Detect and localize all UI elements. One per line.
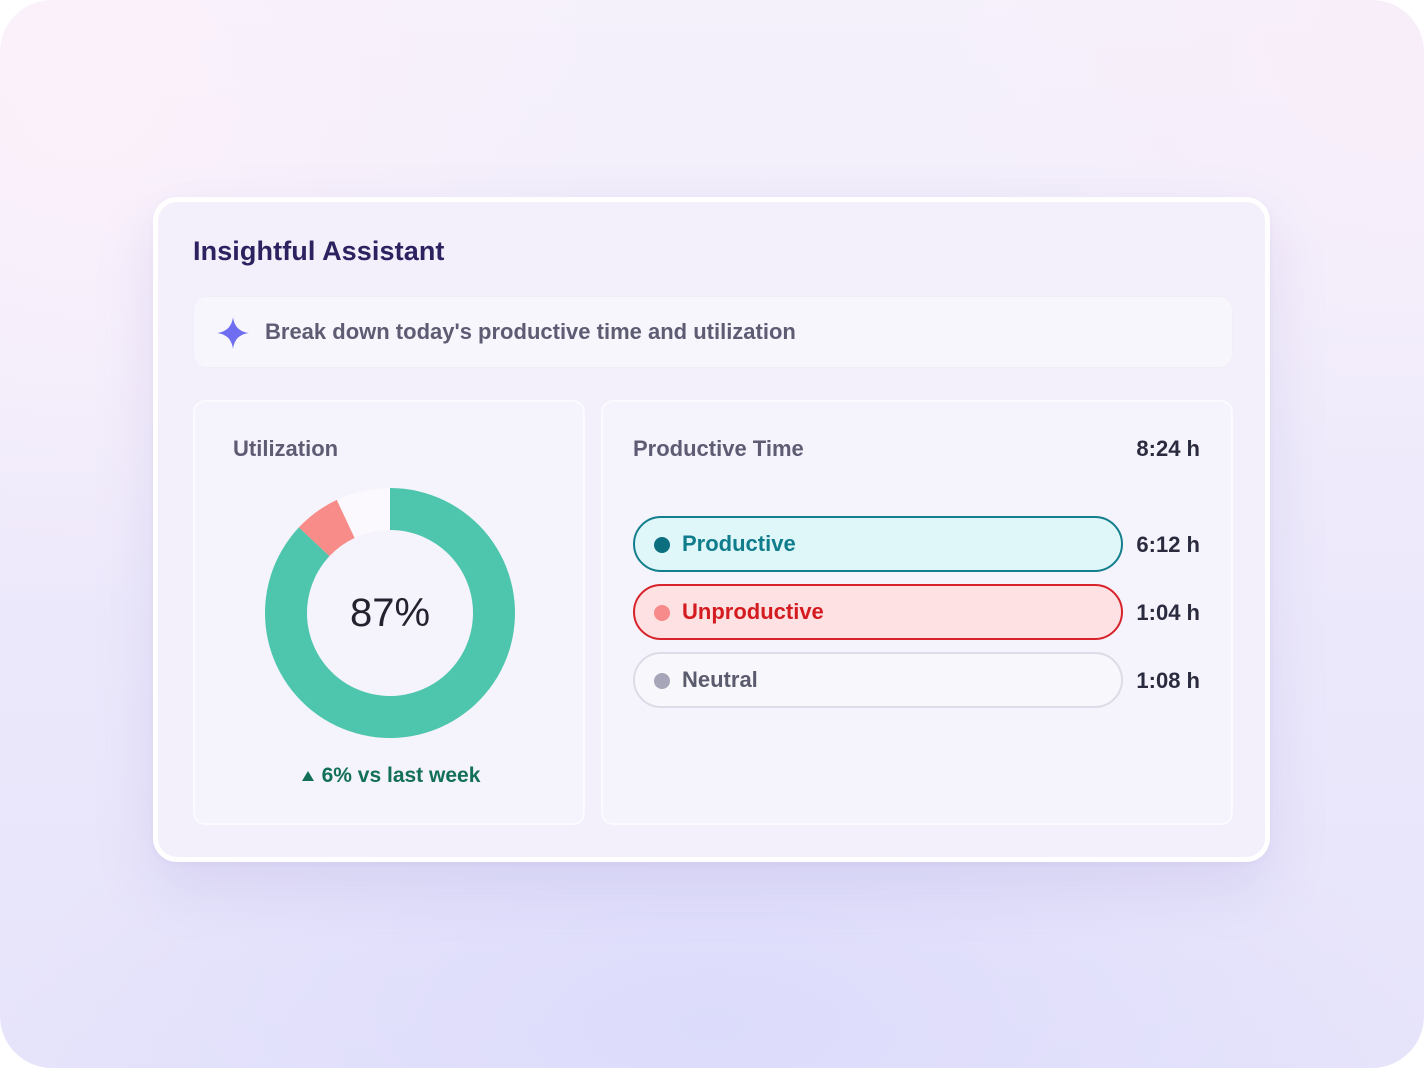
productive-time-panel: Productive Time 8:24 h Productive 6:12 h… — [601, 400, 1233, 825]
triangle-up-icon — [301, 771, 314, 781]
category-value-productive: 6:12 h — [1136, 532, 1200, 557]
donut-slice-neutral — [336, 488, 390, 538]
card-title: Insightful Assistant — [193, 236, 445, 266]
category-label-neutral: Neutral — [682, 667, 758, 692]
utilization-panel: Utilization 87% 6% vs last week — [193, 400, 585, 825]
category-pill-productive[interactable]: Productive — [633, 516, 1123, 572]
donut-slice-unproductive — [298, 499, 355, 557]
utilization-trend: 6% vs last week — [195, 764, 587, 788]
category-label-productive: Productive — [682, 531, 796, 556]
productive-dot-icon — [654, 537, 670, 553]
unproductive-dot-icon — [654, 605, 670, 621]
category-value-neutral: 1:08 h — [1136, 668, 1200, 693]
donut-slice-productive — [265, 488, 515, 738]
productive-time-title: Productive Time — [633, 436, 804, 461]
productive-time-total: 8:24 h — [1136, 436, 1200, 461]
sparkle-icon — [217, 317, 249, 349]
neutral-dot-icon — [654, 673, 670, 689]
utilization-donut-chart — [265, 488, 515, 738]
category-value-unproductive: 1:04 h — [1136, 600, 1200, 625]
assistant-prompt-bar[interactable]: Break down today's productive time and u… — [193, 296, 1233, 368]
utilization-title: Utilization — [233, 436, 339, 461]
trend-text: 6% vs last week — [321, 764, 481, 787]
category-pill-neutral[interactable]: Neutral — [633, 652, 1123, 708]
prompt-text: Break down today's productive time and u… — [265, 319, 796, 344]
category-label-unproductive: Unproductive — [682, 599, 824, 624]
category-pill-unproductive[interactable]: Unproductive — [633, 584, 1123, 640]
insightful-assistant-card: Insightful Assistant Break down today's … — [153, 197, 1270, 862]
utilization-value: 87% — [349, 590, 431, 635]
